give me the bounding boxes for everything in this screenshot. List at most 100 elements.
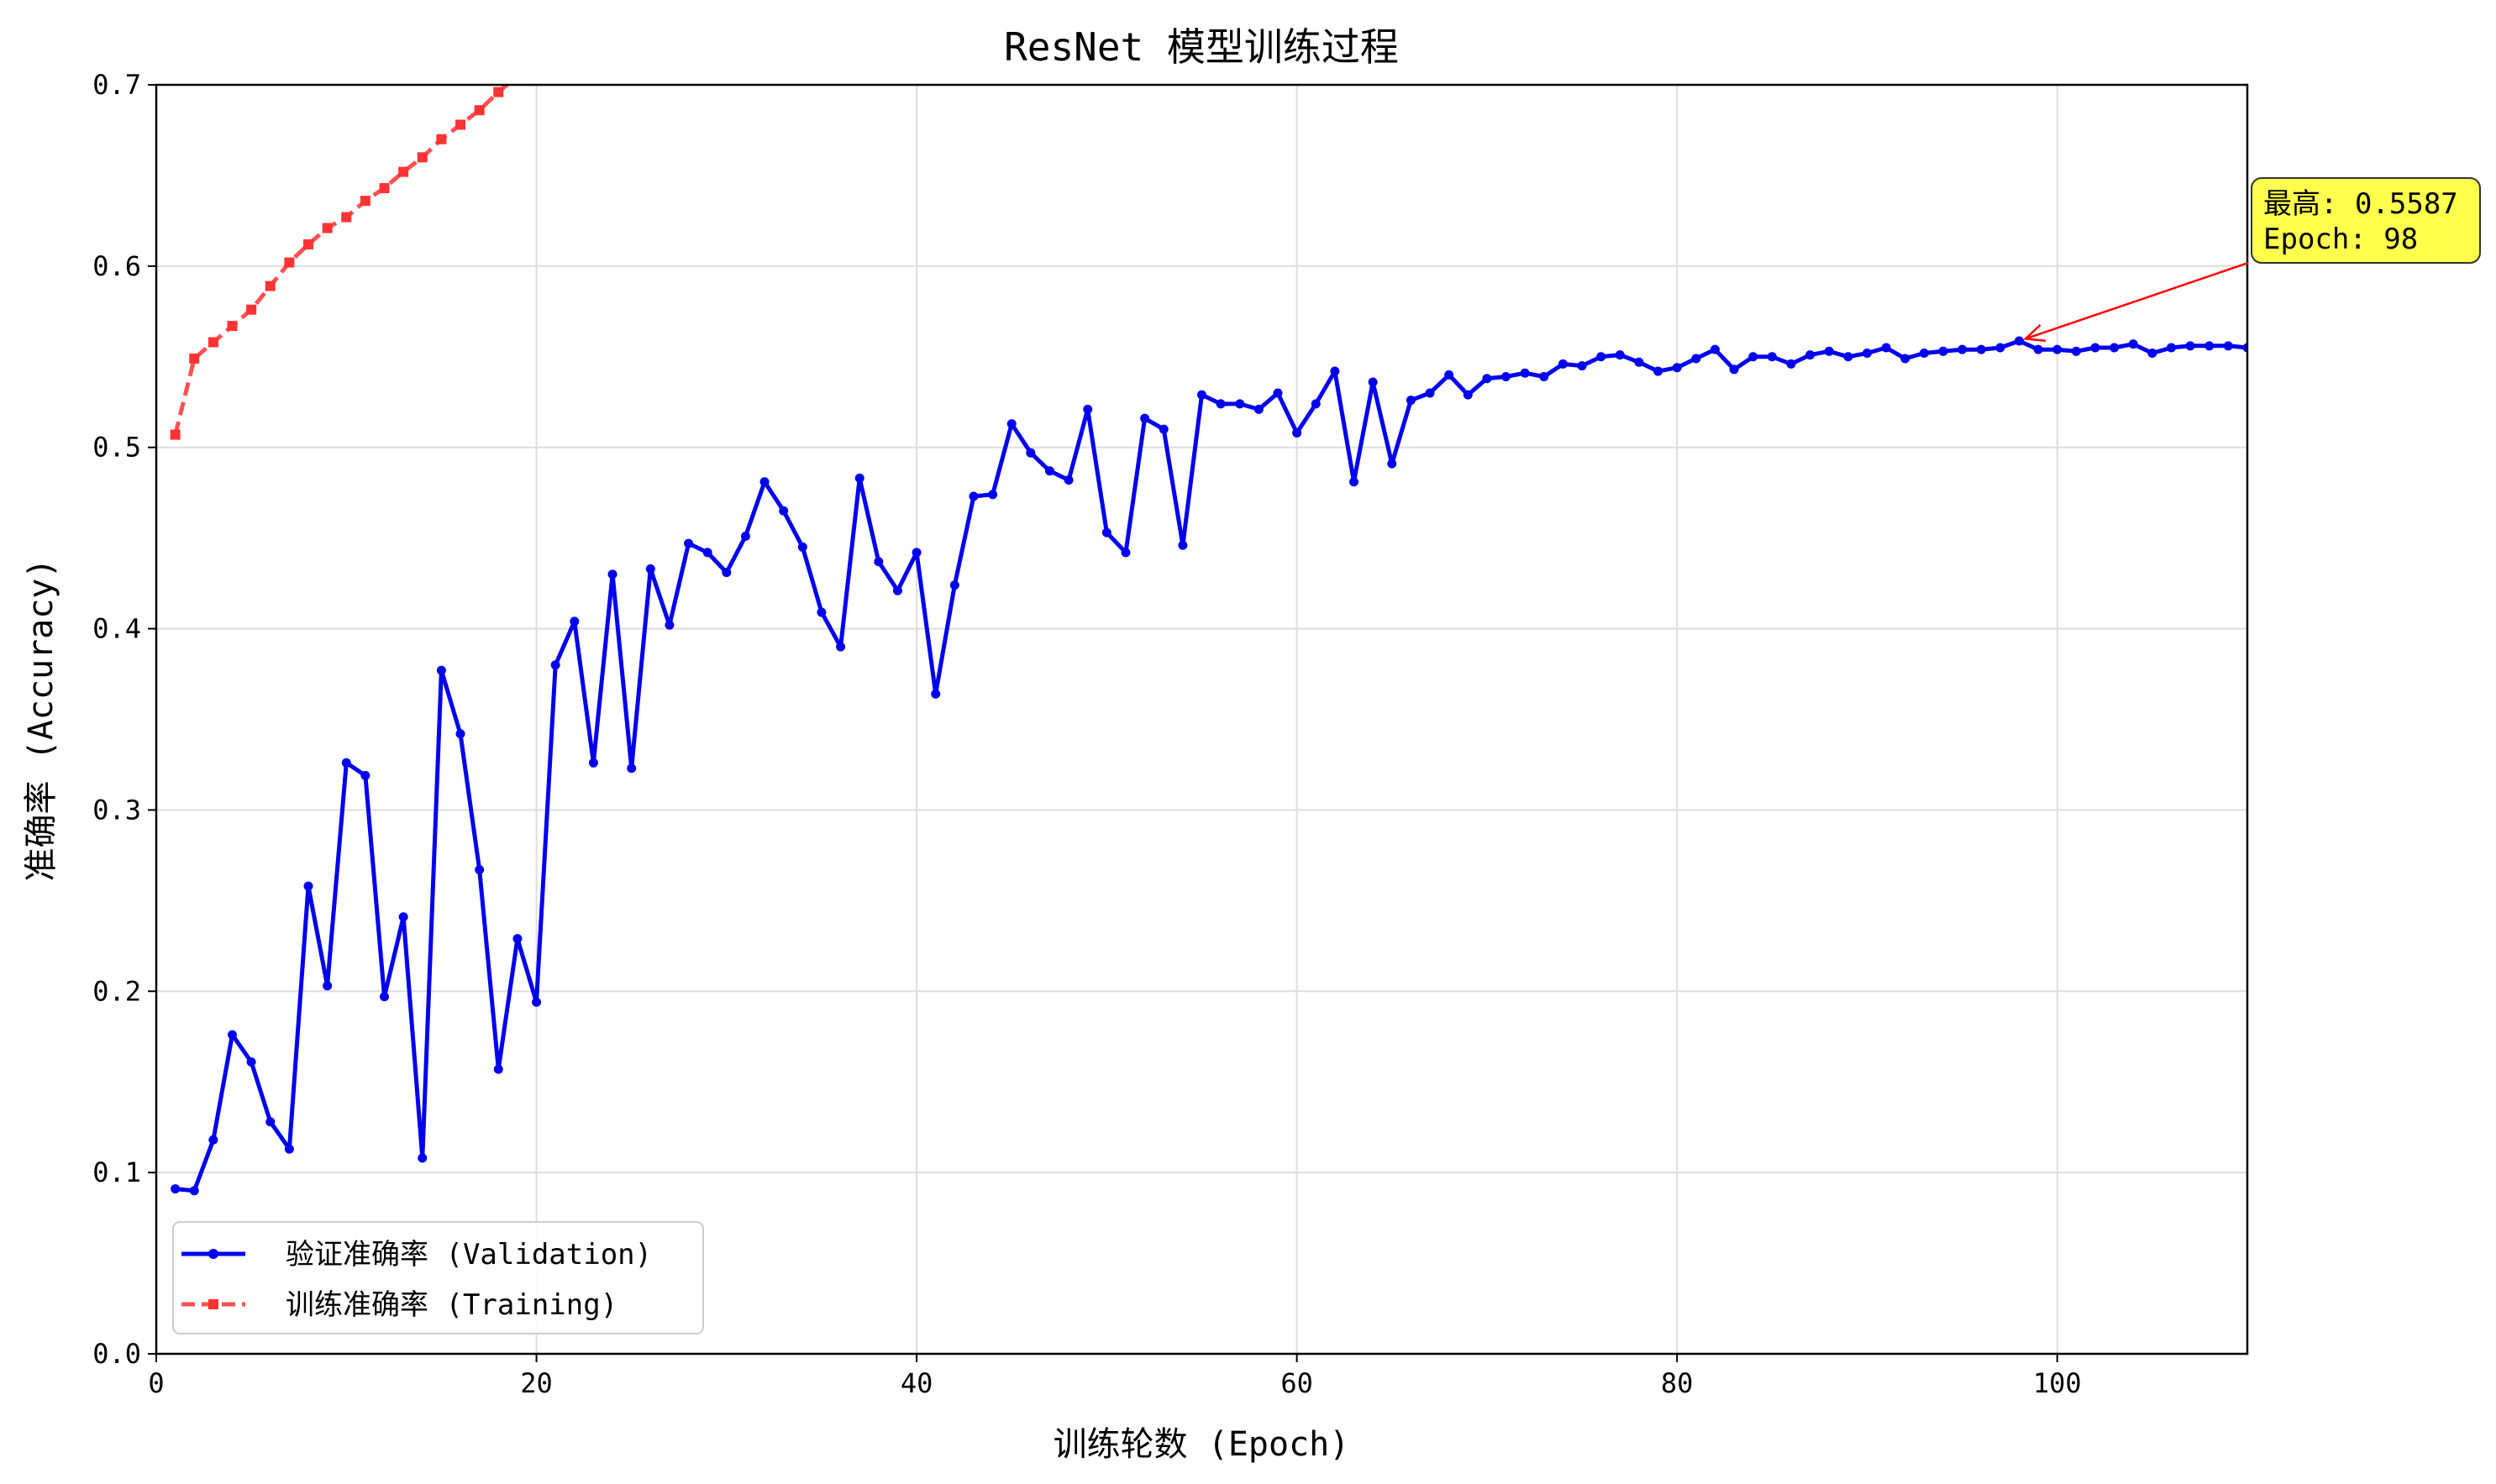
data-point-validation	[1805, 350, 1816, 360]
data-point-validation	[1672, 363, 1682, 373]
data-point-validation	[1444, 370, 1454, 380]
data-point-training	[170, 429, 181, 440]
data-point-validation	[265, 1117, 276, 1127]
data-point-validation	[512, 934, 523, 944]
data-point-validation	[1539, 372, 1549, 382]
data-point-validation	[1520, 368, 1530, 378]
data-point-validation	[988, 490, 998, 500]
data-point-validation	[1843, 352, 1853, 362]
data-point-validation	[912, 548, 922, 558]
data-point-validation	[1140, 413, 1150, 423]
data-point-validation	[2071, 346, 2081, 356]
y-tick-label: 0.5	[92, 432, 141, 464]
data-point-validation	[1273, 388, 1283, 398]
data-point-validation	[1006, 419, 1017, 429]
legend-label-validation: 验证准确率 (Validation)	[286, 1238, 652, 1272]
data-point-training	[398, 166, 409, 177]
data-point-validation	[1064, 475, 1074, 485]
data-point-validation	[1577, 361, 1587, 371]
legend-marker-training	[208, 1299, 218, 1309]
plot-frame	[155, 83, 2249, 1356]
data-point-validation	[360, 770, 370, 780]
data-point-validation	[532, 997, 542, 1007]
legend-box	[172, 1221, 704, 1335]
max-annotation: 最高: 0.5587 Epoch: 98	[2023, 177, 2481, 343]
data-point-validation	[1406, 396, 1416, 406]
data-point-training	[265, 281, 276, 291]
data-point-validation	[607, 569, 617, 579]
x-tick-label: 100	[2033, 1367, 2082, 1399]
axis-ticks: 0 20 40 60 80 100 0.0 0.1 0.2 0.3 0.4 0.5 0.6 0.7	[92, 69, 2081, 1399]
data-point-validation	[1729, 364, 1739, 375]
data-point-validation	[1767, 352, 1777, 362]
data-point-validation	[1900, 354, 1910, 364]
data-point-validation	[684, 538, 694, 548]
data-point-validation	[1691, 354, 1701, 364]
data-point-validation	[380, 992, 390, 1002]
data-point-validation	[1330, 366, 1340, 376]
data-point-validation	[341, 758, 351, 768]
chart-title: ResNet 模型训练过程	[1004, 24, 1399, 70]
data-point-training	[246, 304, 257, 315]
annotation-arrowhead	[2023, 323, 2047, 343]
data-point-validation	[1083, 404, 1093, 414]
annotation-line-2: Epoch: 98	[2263, 223, 2418, 256]
data-point-validation	[1938, 346, 1948, 356]
data-point-validation	[1101, 527, 1111, 537]
data-point-validation	[323, 981, 333, 991]
data-point-validation	[1862, 348, 1872, 358]
data-point-validation	[171, 1184, 181, 1194]
data-point-validation	[645, 564, 655, 574]
y-tick-label: 0.4	[92, 613, 141, 645]
data-point-training	[360, 196, 370, 207]
legend: 验证准确率 (Validation) 训练准确率 (Training)	[172, 1221, 704, 1335]
data-point-validation	[1387, 459, 1397, 469]
y-tick-label: 0.6	[92, 250, 141, 282]
data-point-validation	[1653, 366, 1663, 376]
x-axis-label: 训练轮数 (Epoch)	[1054, 1425, 1350, 1464]
data-point-validation	[418, 1153, 428, 1163]
data-point-validation	[949, 580, 959, 590]
data-point-training	[436, 134, 447, 144]
data-point-validation	[398, 912, 408, 922]
x-tick-label: 80	[1661, 1367, 1694, 1399]
annotation-arrow	[2025, 261, 2249, 340]
data-point-validation	[2052, 344, 2062, 354]
data-point-validation	[1159, 424, 1169, 434]
data-point-validation	[702, 548, 712, 558]
data-point-validation	[228, 1030, 238, 1040]
data-point-validation	[665, 620, 675, 630]
data-point-validation	[1596, 352, 1606, 362]
data-point-validation	[1311, 399, 1321, 409]
y-axis-label: 准确率 (Accuracy)	[22, 558, 60, 882]
data-point-validation	[2128, 339, 2138, 349]
data-point-validation	[817, 607, 827, 617]
data-point-validation	[1615, 350, 1625, 360]
data-point-validation	[1253, 404, 1264, 414]
data-point-validation	[740, 531, 750, 541]
data-point-training	[455, 119, 466, 130]
data-point-validation	[1824, 346, 1834, 356]
data-point-validation	[892, 585, 902, 595]
data-point-validation	[1463, 390, 1473, 400]
data-point-validation	[475, 865, 485, 875]
annotation-line-1: 最高: 0.5587	[2263, 187, 2458, 221]
data-point-validation	[1919, 348, 1929, 358]
data-point-validation	[284, 1144, 294, 1154]
data-point-validation	[2090, 343, 2100, 353]
data-point-validation	[2185, 341, 2195, 351]
data-point-training	[341, 212, 352, 223]
data-point-validation	[779, 506, 789, 516]
data-point-validation	[1216, 399, 1226, 409]
data-point-validation	[969, 491, 979, 501]
series-layer	[170, 71, 2247, 1196]
data-point-validation	[1425, 388, 1435, 398]
data-point-validation	[208, 1135, 218, 1145]
data-point-validation	[1558, 359, 1568, 369]
data-point-validation	[1197, 390, 1206, 400]
data-point-training	[512, 71, 523, 81]
data-point-validation	[2242, 343, 2247, 353]
data-point-validation	[1786, 359, 1796, 369]
data-point-training	[284, 257, 295, 268]
